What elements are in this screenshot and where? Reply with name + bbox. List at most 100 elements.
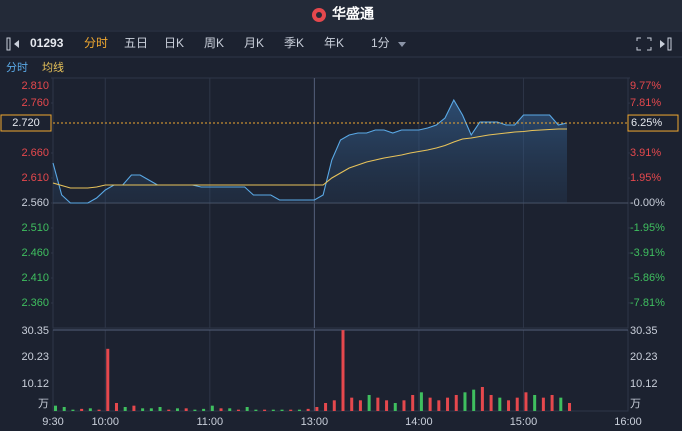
volume-bar xyxy=(210,405,214,411)
volume-bar xyxy=(280,409,284,411)
dropdown-arrow[interactable] xyxy=(398,42,406,47)
y-tick-label: 2.660 xyxy=(21,147,49,159)
x-tick-label: 15:00 xyxy=(510,416,538,428)
volume-bar xyxy=(489,394,493,411)
interval-selector[interactable]: 1分 xyxy=(371,36,390,50)
tab[interactable]: 周K xyxy=(204,36,224,50)
volume-bar xyxy=(315,406,319,411)
y-tick-label: 2.810 xyxy=(21,80,49,92)
volume-bar xyxy=(123,406,127,411)
last-change-box xyxy=(627,114,679,132)
stock-code: 01293 xyxy=(30,36,64,50)
legend-entry: 均线 xyxy=(42,60,64,74)
y2-tick-label: 20.23 xyxy=(630,351,658,363)
volume-bar xyxy=(550,394,554,411)
tab[interactable]: 分时 xyxy=(84,36,108,50)
y-tick-label: 2.510 xyxy=(21,222,49,234)
volume-bar xyxy=(54,405,57,411)
expand-icon[interactable] xyxy=(660,37,672,51)
volume-bar xyxy=(341,330,345,411)
volume-bar xyxy=(141,408,145,411)
tab[interactable]: 季K xyxy=(284,36,304,50)
volume-bar xyxy=(332,400,336,411)
y-tick-label: 2.410 xyxy=(21,272,49,284)
volume-bar xyxy=(263,409,267,411)
x-tick-label: 9:30 xyxy=(42,416,63,428)
volume-bar xyxy=(480,386,484,411)
fullscreen-icon[interactable] xyxy=(636,37,652,51)
volume-bar xyxy=(559,397,563,411)
volume-bar xyxy=(463,392,467,411)
y2-tick-label: 1.95% xyxy=(630,172,661,184)
unit-label: 万 xyxy=(38,398,49,410)
y-tick-label: 2.560 xyxy=(21,197,49,209)
volume-bar xyxy=(219,408,223,411)
tab[interactable]: 日K xyxy=(164,36,184,50)
volume-bar xyxy=(62,406,66,411)
volume-bar xyxy=(97,409,101,411)
volume-bar xyxy=(498,397,502,411)
volume-bar xyxy=(515,397,519,411)
x-tick-label: 10:00 xyxy=(92,416,120,428)
header-bar xyxy=(0,0,682,30)
x-tick-label: 11:00 xyxy=(196,416,223,428)
volume-bar xyxy=(149,408,153,411)
tab[interactable]: 五日 xyxy=(124,36,148,50)
volume-bar xyxy=(271,409,275,411)
volume-bar xyxy=(80,408,84,411)
volume-bar xyxy=(114,402,118,411)
volume-bar xyxy=(245,406,249,411)
volume-bar xyxy=(350,397,354,411)
volume-bar xyxy=(184,408,188,411)
volume-bar xyxy=(393,402,397,411)
y2-tick-label: 3.91% xyxy=(630,147,661,159)
y-tick-label: 10.12 xyxy=(21,378,49,390)
last-price-box xyxy=(0,114,52,132)
legend-entry: 分时 xyxy=(6,61,28,74)
volume-bar xyxy=(254,409,258,411)
last-change-label: 6.25% xyxy=(631,117,662,129)
tab[interactable]: 月K xyxy=(244,36,264,50)
volume-bar xyxy=(132,405,136,411)
volume-bar xyxy=(454,394,458,411)
y2-tick-label: -0.00% xyxy=(630,197,665,209)
y-tick-label: 30.35 xyxy=(21,325,49,337)
volume-bar xyxy=(367,394,371,411)
y-tick-label: 2.760 xyxy=(21,97,49,109)
y-tick-label: 2.610 xyxy=(21,172,49,184)
volume-bar xyxy=(202,408,206,411)
y2-tick-label: -7.81% xyxy=(630,297,665,309)
volume-bar xyxy=(402,400,406,411)
volume-bar xyxy=(306,408,310,411)
volume-bar xyxy=(358,400,362,411)
volume-bar xyxy=(71,409,75,411)
collapse-icon[interactable] xyxy=(6,37,19,51)
volume-bar xyxy=(385,400,389,411)
y2-tick-label: 7.81% xyxy=(630,97,661,109)
volume-bar xyxy=(158,406,162,411)
price-line xyxy=(52,98,568,204)
logo-icon xyxy=(312,8,326,22)
volume-bar xyxy=(167,409,171,411)
volume-bar xyxy=(376,397,380,411)
volume-bar xyxy=(507,400,511,411)
volume-bar xyxy=(193,409,197,411)
volume-bar xyxy=(411,394,415,411)
x-tick-label: 16:00 xyxy=(614,416,642,428)
y2-tick-label: 9.77% xyxy=(630,80,661,92)
volume-bar xyxy=(324,402,328,411)
y2-tick-label: -5.86% xyxy=(630,272,665,284)
volume-bar xyxy=(446,397,450,411)
volume-bar xyxy=(106,348,110,411)
x-tick-label: 14:00 xyxy=(405,416,433,428)
volume-bar xyxy=(541,397,545,411)
y2-tick-label: 30.35 xyxy=(630,325,658,337)
volume-bar xyxy=(568,402,572,411)
y2-tick-label: -3.91% xyxy=(630,247,665,259)
y2-tick-label: -1.95% xyxy=(630,222,665,234)
tab[interactable]: 年K xyxy=(324,36,344,50)
volume-bar xyxy=(175,408,179,411)
x-tick-label: 13:00 xyxy=(301,416,329,428)
volume-bar xyxy=(437,400,441,411)
